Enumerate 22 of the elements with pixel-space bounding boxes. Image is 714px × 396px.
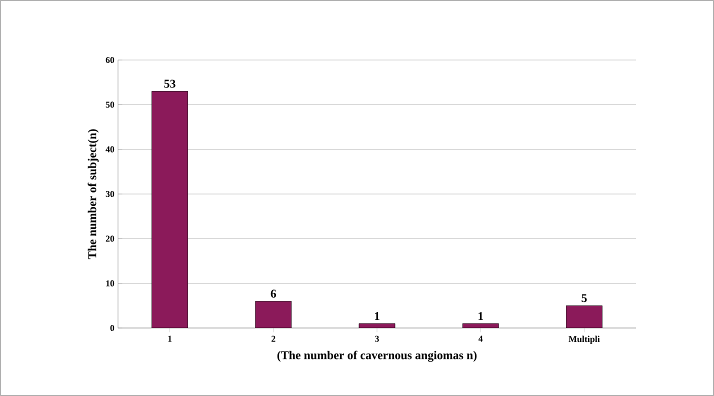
x-tick-label: 3 <box>375 336 379 342</box>
y-tick-label: 10 <box>106 280 114 286</box>
bar <box>152 91 188 328</box>
y-tick-label: 20 <box>106 236 114 242</box>
bar <box>255 301 292 328</box>
x-tick-label: 1 <box>168 336 172 342</box>
x-axis-title: (The number of cavernous angiomas n) <box>277 350 477 362</box>
y-tick-label: 30 <box>106 190 114 198</box>
x-tick-label: Multipli <box>568 336 600 344</box>
y-tick-label: 0 <box>110 324 114 332</box>
data-label: 5 <box>582 294 587 302</box>
y-tick-label: 50 <box>106 102 114 108</box>
x-tick-label: 4 <box>478 336 483 342</box>
x-tick-label: 2 <box>272 336 276 342</box>
data-label: 1 <box>478 312 483 320</box>
data-label: 53 <box>164 80 176 88</box>
data-label: 6 <box>270 290 276 298</box>
y-tick-label: 40 <box>106 146 114 152</box>
y-tick-label: 60 <box>106 56 114 64</box>
data-label: 1 <box>374 312 380 320</box>
bar <box>566 305 602 328</box>
y-axis-title: The number of subject(n) <box>88 129 99 260</box>
